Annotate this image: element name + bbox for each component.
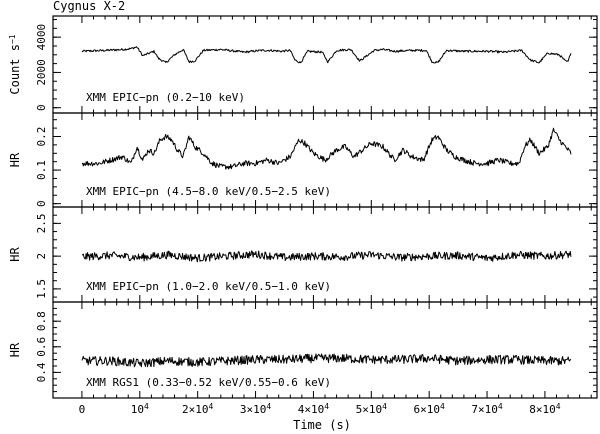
x-axis: 0 104 2×104 3×104 4×104 5×104 6×104 7×104 8×104 [79,402,561,417]
y-axis-label-exponent: −1 [8,34,17,44]
x-tick-label-exponent: 4 [324,402,329,411]
y-tick-label: 1.5 [35,279,48,299]
y-axis-label: Count s−1 [8,34,23,94]
y-axis-label-text: Count s [8,44,22,95]
x-tick-label-exponent: 4 [144,402,149,411]
y-axis-label-text: HR [8,247,22,262]
y-tick-label: 0.8 [35,311,48,331]
x-tick-label-base: 10 [131,403,144,416]
x-tick-label-exponent: 4 [440,402,445,411]
panel-annotation: XMM EPIC−pn (4.5−8.0 keV/0.5−2.5 keV) [86,185,331,198]
panel-2: 0 0.1 0.2 HR XMM EPIC−pn (4.5−8.0 keV/0.5−2.… [8,112,598,208]
y-tick-label: 4000 [35,24,48,51]
chart-title: Cygnus X-2 [53,0,125,13]
x-tick-label-base: 8×10 [529,403,556,416]
y-tick-label: 0.2 [35,127,48,147]
panel-3: 1.5 2 2.5 HR XMM EPIC−pn (1.0−2.0 keV/0.5−1.… [8,206,598,303]
x-tick-label: 0 [79,403,86,416]
x-tick-label-base: 7×10 [471,403,498,416]
x-tick-label-exponent: 4 [382,402,387,411]
y-tick-label: 2000 [35,59,48,86]
lightcurve-series [81,250,572,263]
x-tick-label: 2×104 [182,402,214,417]
x-tick-label-base: 0 [79,403,86,416]
panel-4: 0.4 0.6 0.8 HR XMM RGS1 (0.33−0.52 keV/0.55−… [8,301,598,399]
x-tick-label-base: 3×10 [240,403,267,416]
y-tick-label: 0.6 [35,337,48,357]
y-axis-label: HR [8,247,22,262]
x-tick-label-base: 6×10 [414,403,441,416]
x-tick-label: 3×104 [240,402,272,417]
y-axis-label: HR [8,342,22,357]
panels: 0 2000 4000 Count s−1 XMM EPIC−pn (0.2−10 ke… [8,15,598,399]
x-tick-label-exponent: 4 [266,402,271,411]
x-tick-label: 8×104 [529,402,561,417]
y-tick-label: 2 [35,253,48,260]
x-tick-label: 4×104 [298,402,330,417]
x-tick-label-exponent: 4 [209,402,214,411]
x-tick-label: 7×104 [471,402,503,417]
lightcurve-series [81,353,572,368]
panel-annotation: XMM EPIC−pn (0.2−10 keV) [86,91,245,104]
x-tick-label-base: 2×10 [182,403,209,416]
y-axis-label: HR [8,152,22,167]
y-tick-label: 0.1 [35,160,48,180]
panel-1: 0 2000 4000 Count s−1 XMM EPIC−pn (0.2−10 ke… [8,15,598,114]
y-tick-label: 0.4 [35,362,48,382]
y-axis-label-text: HR [8,152,22,167]
lightcurve-series [81,127,572,170]
x-tick-label: 5×104 [356,402,388,417]
y-tick-label: 0 [35,104,48,111]
x-tick-label: 104 [131,402,149,417]
x-tick-label-base: 5×10 [356,403,383,416]
x-tick-label-exponent: 4 [556,402,561,411]
x-tick-label-exponent: 4 [498,402,503,411]
y-tick-label: 0 [35,200,48,207]
y-tick-label: 2.5 [35,213,48,233]
y-axis-label-text: HR [8,342,22,357]
panel-annotation: XMM EPIC−pn (1.0−2.0 keV/0.5−1.0 keV) [86,280,331,293]
panel-annotation: XMM RGS1 (0.33−0.52 keV/0.55−0.6 keV) [86,376,331,389]
x-tick-label-base: 4×10 [298,403,325,416]
x-axis-label: Time (s) [293,418,351,432]
x-tick-label: 6×104 [414,402,446,417]
lightcurve-series [81,46,572,64]
